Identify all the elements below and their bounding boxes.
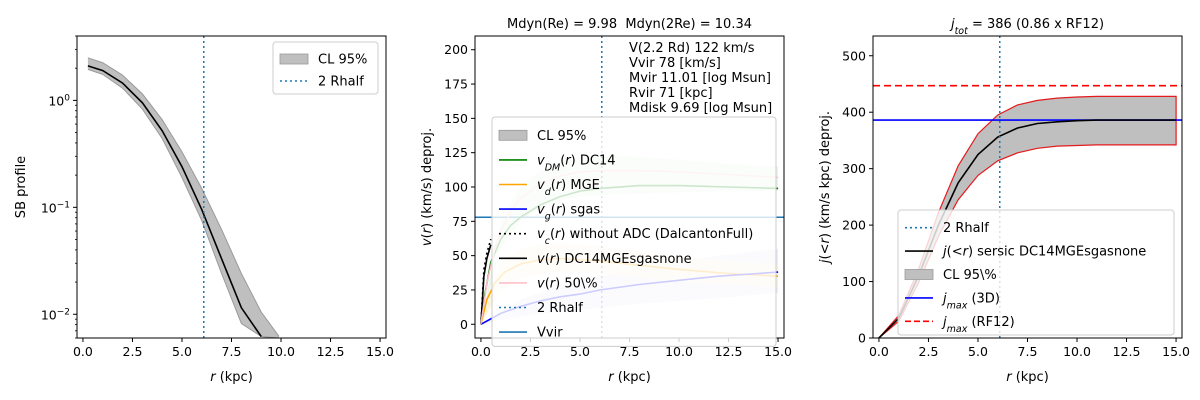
y-tick-label: 75 [452, 214, 468, 229]
legend-label: jmax (RF12) [941, 315, 1015, 335]
x-tick-label: 0.0 [73, 344, 93, 359]
y-tick-label: 50 [452, 248, 468, 263]
x-axis-label: r (kpc) [1006, 370, 1049, 385]
legend-label: 2 Rhalf [943, 221, 989, 236]
legend: CL 95% 2 Rhalf [272, 41, 379, 95]
x-tick-label: 12.5 [1113, 344, 1141, 359]
plot-area [87, 36, 280, 338]
legend-label: j(<r) sersic DC14MGEsgasnone [941, 245, 1146, 260]
rotation-curve-panel: 0.0 2.5 5.0 7.5 10.0 12.5 15.0 r (kpc) 0 25 50 75 10… [420, 17, 792, 385]
mass-annotation-line: Vvir 78 [km/s] [629, 56, 721, 71]
x-tick-label: 2.5 [919, 344, 939, 359]
x-tick-label: 7.5 [1018, 344, 1038, 359]
y-axis-label: SB profile [14, 156, 29, 218]
y-tick-label: 200 [444, 42, 468, 57]
legend-label: v(r) 50\% [537, 276, 598, 291]
y-tick-label: 100 [444, 180, 468, 195]
angular-momentum-panel: 0.0 2.5 5.0 7.5 10.0 12.5 15.0 r (kpc) 0 100 200 30… [818, 17, 1190, 385]
y-axis-label: v(r) (km/s) deproj. [420, 128, 435, 246]
y-tick-label: 25 [452, 282, 468, 297]
chart-title: jtot = 386 (0.86 x RF12) [949, 17, 1104, 37]
legend-swatch [279, 53, 309, 65]
legend-label: vDM(r) DC14 [537, 153, 616, 173]
legend-label: CL 95% [318, 53, 367, 68]
x-tick-label: 0.0 [869, 344, 889, 359]
y-tick-label: 300 [842, 161, 866, 176]
x-tick-label: 10.0 [1063, 344, 1091, 359]
mass-annotation-line: Mvir 11.01 [log Msun] [629, 71, 771, 86]
legend-label: 2 Rhalf [537, 301, 583, 316]
y-tick-label: 100 [48, 93, 70, 108]
mass-annotation-line: V(2.2 Rd) 122 km/s [629, 41, 755, 56]
x-tick-label: 2.5 [521, 344, 541, 359]
y-tick-label: 125 [444, 145, 468, 160]
y-axis-label: j(<r) (km/s kpc) deproj. [818, 111, 833, 265]
y-tick-label: 400 [842, 105, 866, 120]
x-tick-label: 15.0 [1162, 344, 1190, 359]
legend-box [491, 116, 777, 347]
y-tick-label: 100 [842, 274, 866, 289]
y-tick-label: 10−1 [41, 200, 70, 215]
x-tick-label: 0.0 [471, 344, 491, 359]
x-tick-label: 7.5 [222, 344, 242, 359]
chart-title: Mdyn(Re) = 9.98 Mdyn(2Re) = 10.34 [507, 17, 752, 32]
legend-label: CL 95% [537, 129, 586, 144]
y-tick-label: 0 [460, 317, 468, 332]
legend-swatch [904, 269, 934, 280]
mass-annotation-line: Rvir 71 [kpc] [629, 86, 713, 101]
legend: CL 95% vDM(r) DC14 vd(r) MGE vg(r) sgas vc(r… [491, 116, 777, 347]
x-tick-label: 5.0 [172, 344, 192, 359]
legend-label: vc(r) without ADC (DalcantonFull) [537, 227, 753, 247]
confidence-band [87, 57, 279, 338]
series-line [480, 244, 492, 325]
legend-label: vd(r) MGE [537, 178, 600, 198]
x-axis-label: r (kpc) [210, 370, 253, 385]
legend: 2 Rhalf j(<r) sersic DC14MGEsgasnone CL 95… [897, 209, 1175, 336]
legend-swatch [498, 129, 528, 141]
mass-annotation-line: Mdisk 9.69 [log Msun] [629, 101, 772, 116]
band-edge [87, 57, 280, 337]
legend-box [897, 209, 1175, 336]
x-tick-label: 10.0 [665, 344, 693, 359]
y-tick-label: 500 [842, 48, 866, 63]
series-line [87, 65, 262, 337]
x-tick-label: 15.0 [764, 344, 792, 359]
legend-label: CL 95\% [943, 268, 997, 283]
sb-profile-panel: 0.0 2.5 5.0 7.5 10.0 12.5 15.0 r (kpc) 100 10−1 10… [14, 35, 394, 385]
x-tick-label: 12.5 [317, 344, 345, 359]
y-tick-label: 150 [444, 111, 468, 126]
x-tick-label: 7.5 [620, 344, 640, 359]
y-tick-label: 175 [444, 77, 468, 92]
legend-label: Vvir [537, 326, 563, 341]
legend-label: 2 Rhalf [318, 75, 364, 90]
y-tick-label: 10−2 [41, 307, 70, 322]
y-tick-label: 0 [858, 331, 866, 346]
legend-label: vg(r) sgas [537, 203, 600, 223]
x-tick-label: 2.5 [123, 344, 143, 359]
x-tick-label: 5.0 [570, 344, 590, 359]
legend-label: jmax (3D) [941, 291, 1000, 311]
legend-label: v(r) DC14MGEsgasnone [537, 252, 692, 267]
x-tick-label: 5.0 [968, 344, 988, 359]
x-axis-label: r (kpc) [608, 370, 651, 385]
x-tick-label: 15.0 [366, 344, 394, 359]
band-edge [87, 68, 280, 338]
y-tick-label: 200 [842, 218, 866, 233]
x-tick-label: 10.0 [267, 344, 295, 359]
x-tick-label: 12.5 [715, 344, 743, 359]
